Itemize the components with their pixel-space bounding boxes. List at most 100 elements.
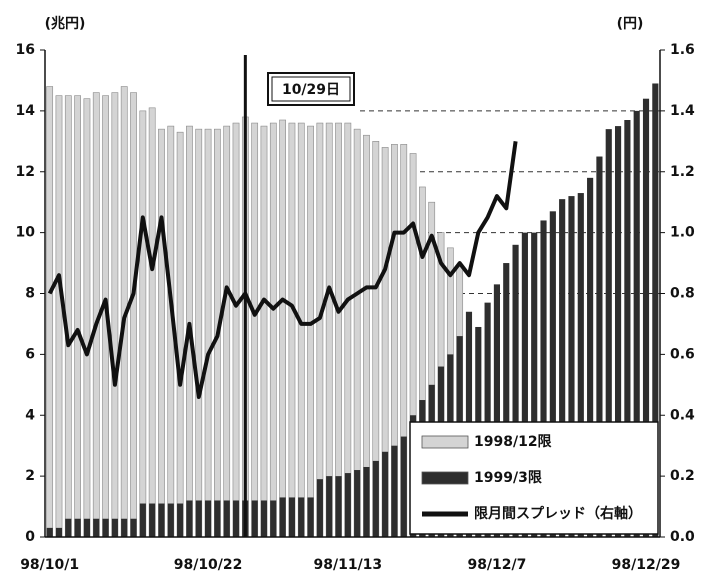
- bar: [633, 110, 640, 537]
- bar: [55, 527, 63, 537]
- bar: [260, 500, 268, 537]
- bar: [288, 497, 296, 537]
- bar: [344, 473, 351, 537]
- legend-swatch: [421, 471, 469, 485]
- y-tick-label: 10: [16, 225, 36, 241]
- bar: [83, 98, 91, 538]
- bar: [559, 199, 566, 538]
- bar: [46, 527, 53, 537]
- y2-tick-label: 1.4: [670, 103, 695, 119]
- y-axis-label: (兆円): [45, 16, 86, 32]
- bar: [614, 126, 622, 537]
- y-tick-label: 12: [16, 164, 35, 180]
- bar: [298, 497, 305, 537]
- bar: [624, 120, 631, 537]
- bar: [74, 518, 81, 537]
- bar: [335, 122, 342, 538]
- bar: [605, 129, 612, 537]
- y2-tick-label: 0.4: [670, 407, 695, 423]
- bar: [251, 122, 259, 538]
- annotation-box-inner: [271, 76, 351, 102]
- bar: [232, 500, 240, 537]
- bar: [316, 122, 324, 538]
- bar: [279, 119, 286, 538]
- bar: [577, 193, 584, 537]
- y2-axis-label: (円): [617, 16, 644, 32]
- bar: [270, 500, 277, 537]
- legend-label: 限月間スプレッド（右軸）: [474, 505, 642, 522]
- legend-label: 1999/3限: [474, 470, 542, 486]
- y-tick-label: 4: [25, 407, 35, 423]
- bar: [83, 518, 91, 537]
- bar: [46, 86, 54, 538]
- bar: [121, 518, 128, 537]
- bar: [493, 284, 501, 537]
- bar: [158, 503, 165, 537]
- legend-swatch: [421, 435, 469, 449]
- y2-tick-label: 1.2: [670, 164, 695, 180]
- bar: [288, 122, 296, 538]
- bar: [130, 518, 137, 537]
- bar: [484, 302, 491, 537]
- bar: [204, 500, 212, 537]
- bar: [307, 125, 314, 538]
- bar: [93, 518, 100, 537]
- bar: [540, 220, 547, 537]
- bar: [326, 476, 333, 537]
- bar: [297, 122, 305, 538]
- bar: [652, 83, 659, 537]
- bar: [400, 436, 407, 537]
- bar: [130, 92, 137, 538]
- bar: [55, 95, 63, 538]
- x-tick-label: 98/11/13: [313, 557, 382, 573]
- bar: [568, 196, 575, 537]
- annotation-box: [267, 72, 355, 106]
- y-tick-label: 0: [25, 529, 35, 545]
- y-tick-label: 8: [25, 286, 35, 302]
- bar: [214, 500, 221, 537]
- bar: [232, 122, 240, 538]
- spread-line: [47, 141, 518, 399]
- bar: [382, 451, 389, 537]
- bar: [111, 518, 118, 537]
- bar: [223, 500, 230, 537]
- bar: [111, 92, 119, 538]
- bar: [195, 128, 203, 538]
- bar: [363, 466, 370, 537]
- y2-tick-label: 0.0: [670, 529, 695, 545]
- bar: [167, 503, 174, 537]
- bar: [74, 95, 81, 538]
- bar: [531, 232, 538, 537]
- bar: [549, 211, 556, 537]
- bar: [325, 122, 333, 538]
- bar: [269, 122, 277, 538]
- bar: [251, 500, 258, 537]
- x-tick-label: 98/12/29: [612, 557, 681, 573]
- y-tick-label: 16: [16, 42, 35, 58]
- bar: [335, 476, 342, 537]
- bar: [372, 460, 379, 537]
- bar: [186, 500, 193, 537]
- bar: [102, 518, 109, 537]
- bar: [195, 500, 202, 537]
- bar: [149, 503, 156, 537]
- y-tick-label: 14: [16, 103, 36, 119]
- bar: [354, 470, 361, 537]
- bar: [279, 497, 286, 537]
- bar: [260, 125, 268, 538]
- bar: [596, 156, 603, 537]
- y2-tick-label: 0.8: [670, 286, 695, 302]
- y-tick-label: 2: [25, 468, 35, 484]
- y2-tick-label: 0.2: [670, 468, 695, 484]
- bar: [642, 98, 650, 537]
- bar: [176, 131, 184, 538]
- bar: [521, 232, 528, 537]
- y2-tick-label: 0.6: [670, 346, 695, 362]
- bar: [65, 518, 72, 537]
- bar: [223, 125, 231, 538]
- bar: [316, 479, 323, 537]
- bar: [139, 503, 146, 537]
- legend-label: 1998/12限: [474, 434, 552, 450]
- annotation: 10/29日: [282, 82, 340, 98]
- x-tick-label: 98/12/7: [467, 557, 526, 573]
